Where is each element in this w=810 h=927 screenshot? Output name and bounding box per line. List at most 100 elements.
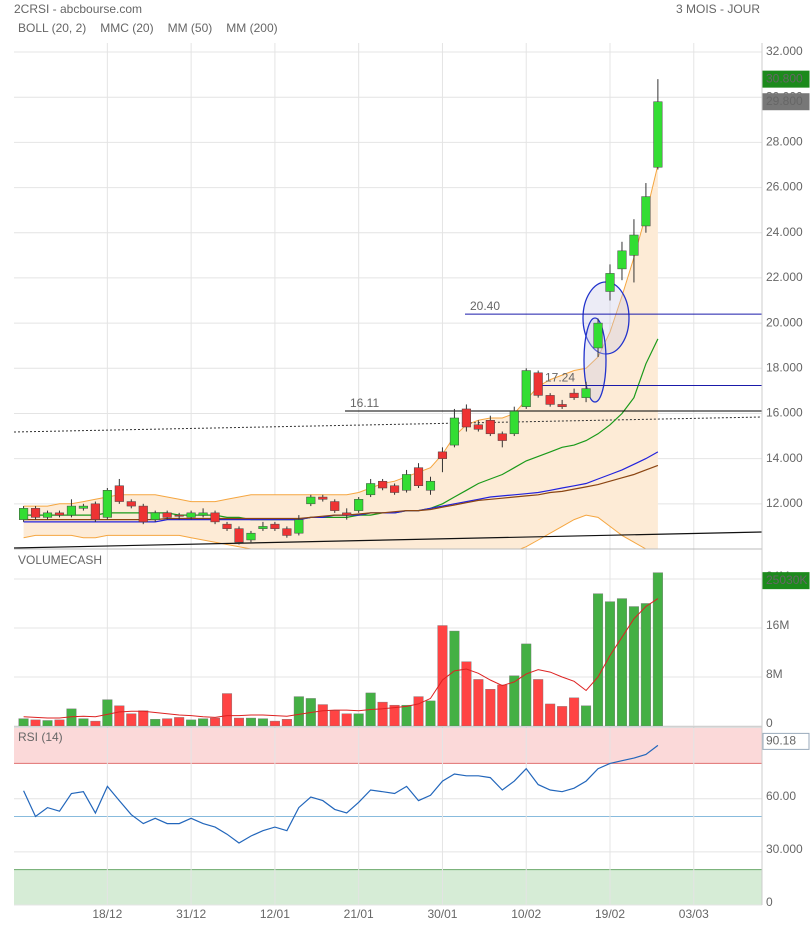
price-panel: [14, 79, 762, 549]
candle-body: [413, 467, 424, 486]
volume-bar: [401, 704, 412, 726]
volume-bar: [604, 601, 616, 726]
candles: [19, 79, 663, 545]
y-tick-label: 26.000: [766, 180, 803, 194]
candle-body: [306, 496, 316, 505]
candle-body: [617, 250, 627, 270]
legend-entry: MM (200): [226, 21, 277, 35]
y-tick-label: 60.00: [766, 789, 796, 803]
candle-body: [162, 512, 172, 518]
volume-bar: [533, 679, 544, 726]
bollinger-fill: [23, 165, 658, 549]
x-tick-label: 12/01: [260, 907, 290, 921]
volume-bar: [174, 717, 185, 726]
labels: 2CRSI - abcbourse.com 3 MOIS - JOUR VOLU…: [14, 2, 810, 921]
volume-bar: [557, 706, 568, 726]
value-box-label: 90.18: [766, 734, 796, 748]
volume-bar: [42, 720, 53, 726]
volume-title: VOLUMECASH: [18, 553, 102, 567]
candle-body: [545, 395, 555, 405]
volume-bar: [425, 700, 436, 726]
volume-bar: [521, 643, 532, 726]
candle-body: [390, 485, 400, 493]
volume-bar: [640, 603, 651, 726]
volume-bar: [138, 710, 149, 726]
x-tick-label: 03/03: [679, 907, 709, 921]
volume-bar: [497, 684, 508, 726]
panel-backgrounds: [14, 728, 762, 905]
candle-body: [282, 528, 292, 536]
candle-body: [425, 480, 436, 491]
level-label: 17.24: [545, 371, 575, 385]
volume-bar: [18, 718, 29, 726]
volume-bar: [473, 679, 484, 726]
rsi-title: RSI (14): [18, 730, 63, 744]
volume-panel: [18, 572, 663, 726]
y-tick-label: 0: [766, 895, 773, 909]
volume-bar: [222, 693, 233, 726]
moving-average: [23, 338, 659, 521]
x-tick-label: 30/01: [427, 907, 457, 921]
value-box-label: 30.800: [766, 71, 803, 85]
x-tick-label: 18/12: [92, 907, 122, 921]
candle-body: [342, 512, 352, 516]
volume-bar: [628, 606, 639, 726]
value-box: [762, 93, 810, 111]
volume-bar: [30, 719, 41, 726]
candle-body: [521, 370, 531, 407]
candle-body: [270, 523, 280, 529]
candle-body: [401, 474, 412, 491]
candle-body: [90, 503, 100, 520]
volume-bar: [317, 704, 328, 726]
candle-body: [330, 501, 340, 511]
volume-bar: [114, 705, 125, 726]
volume-average: [23, 598, 659, 719]
candle-body: [234, 528, 244, 543]
candle-body: [318, 496, 328, 500]
x-tick-label: 19/02: [595, 907, 625, 921]
bollinger-lower: [23, 514, 648, 549]
volume-bar: [509, 675, 520, 726]
candle-body: [66, 505, 77, 516]
frames: [14, 43, 763, 905]
levels: [345, 313, 762, 412]
y-tick-label: 22.000: [766, 270, 803, 284]
y-tick-label: 32.000: [766, 44, 803, 58]
x-tick-label: 31/12: [176, 907, 206, 921]
value-box-label: 25030K: [766, 573, 807, 587]
candle-body: [102, 490, 112, 518]
y-tick-label: 12.000: [766, 496, 803, 510]
candle-body: [222, 523, 232, 529]
y-tick-label: 16M: [766, 618, 789, 632]
rsi-panel: [23, 744, 659, 844]
candle-body: [174, 514, 184, 517]
volume-bar: [329, 710, 340, 726]
candle-body: [186, 512, 196, 518]
volume-bar: [437, 625, 448, 726]
volume-bar: [233, 717, 245, 726]
level-label: 16.11: [350, 396, 379, 410]
period: 3 MOIS - JOUR: [676, 2, 760, 16]
candle-body: [30, 508, 41, 518]
candle-body: [641, 196, 651, 227]
value-box: [762, 572, 810, 590]
volume-bar: [449, 630, 460, 726]
candle-body: [509, 410, 519, 435]
y-tick-label: 28.000: [766, 135, 803, 149]
candle-body: [42, 512, 53, 518]
candle-body: [246, 532, 256, 541]
volume-bar: [341, 713, 352, 726]
volume-bar: [389, 704, 400, 726]
volume-bar: [281, 719, 292, 726]
y-tick-label: 8M: [766, 667, 783, 681]
value-box-label: 29.800: [766, 94, 803, 108]
volume-bar: [353, 713, 364, 726]
rsi-line: [23, 744, 659, 844]
y-tick-label: 30.000: [766, 842, 803, 856]
volume-bar: [269, 720, 280, 726]
candle-body: [473, 424, 483, 430]
volume-bar: [616, 598, 627, 726]
candle-body: [138, 505, 148, 523]
value-box: [762, 70, 810, 88]
legend: BOLL (20, 2) MMC (20) MM (50) MM (200): [18, 21, 278, 35]
